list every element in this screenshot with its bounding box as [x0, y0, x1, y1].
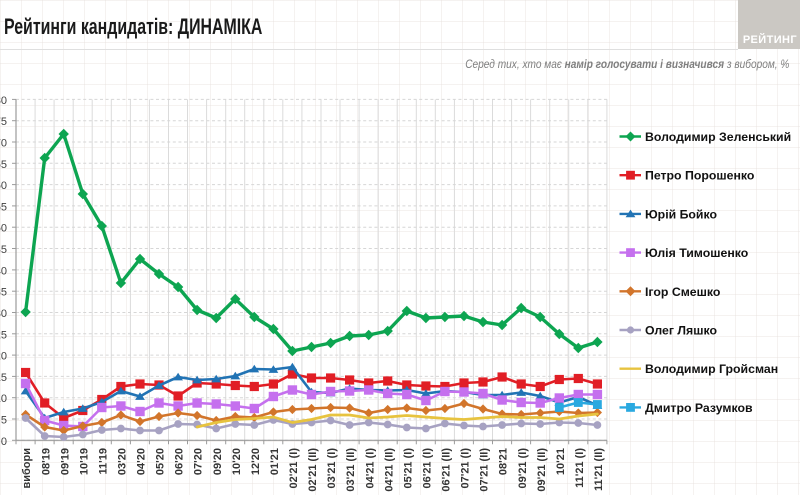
svg-text:11'21 (І): 11'21 (І)	[574, 448, 586, 488]
svg-text:20: 20	[0, 351, 7, 363]
svg-text:06'21 (ІІ): 06'21 (ІІ)	[441, 448, 453, 492]
svg-text:35: 35	[0, 287, 7, 299]
svg-text:Володимир Гройсман: Володимир Гройсман	[645, 362, 778, 376]
svg-text:03'21 (ІІ): 03'21 (ІІ)	[345, 448, 357, 492]
svg-text:65: 65	[0, 159, 7, 171]
svg-text:5: 5	[1, 415, 7, 427]
svg-text:40: 40	[0, 265, 7, 277]
svg-text:04'20: 04'20	[136, 448, 148, 475]
svg-text:12'20: 12'20	[250, 448, 262, 475]
svg-text:06'20: 06'20	[174, 448, 186, 475]
svg-text:02'21 (ІІ): 02'21 (ІІ)	[307, 448, 319, 492]
svg-text:75: 75	[0, 116, 7, 128]
svg-text:08'19: 08'19	[40, 448, 52, 475]
svg-text:06'21 (І): 06'21 (І)	[422, 448, 434, 489]
svg-text:10'19: 10'19	[78, 448, 90, 475]
svg-text:45: 45	[0, 244, 7, 256]
svg-text:Дмитро Разумков: Дмитро Разумков	[645, 401, 753, 415]
svg-text:Ігор Смешко: Ігор Смешко	[645, 285, 721, 299]
svg-text:15: 15	[0, 372, 7, 384]
svg-text:11'19: 11'19	[97, 448, 109, 474]
svg-text:80: 80	[0, 95, 7, 107]
svg-text:Юрій Бойко: Юрій Бойко	[645, 207, 717, 221]
svg-text:0: 0	[1, 436, 7, 448]
svg-text:07'20: 07'20	[193, 448, 205, 475]
svg-text:03'20: 03'20	[117, 448, 129, 475]
svg-text:02'21 (І): 02'21 (І)	[288, 448, 300, 489]
svg-text:08'21: 08'21	[498, 448, 510, 475]
svg-text:10'21: 10'21	[555, 448, 567, 475]
svg-text:09'19: 09'19	[59, 448, 71, 475]
svg-text:50: 50	[0, 223, 7, 235]
svg-text:09'21 (ІІ): 09'21 (ІІ)	[536, 448, 548, 492]
svg-text:25: 25	[0, 329, 7, 341]
svg-text:Володимир Зеленський: Володимир Зеленський	[645, 130, 791, 144]
svg-text:05'20: 05'20	[155, 448, 167, 475]
svg-text:01'21: 01'21	[269, 448, 281, 475]
svg-text:10'20: 10'20	[231, 448, 243, 475]
svg-text:70: 70	[0, 138, 7, 150]
svg-text:05'21 (І): 05'21 (І)	[402, 448, 414, 489]
svg-text:30: 30	[0, 308, 7, 320]
svg-text:вибори: вибори	[21, 448, 33, 489]
svg-text:10: 10	[0, 393, 7, 405]
svg-text:07'21 (І): 07'21 (І)	[460, 448, 472, 489]
svg-text:Юлія Тимошенко: Юлія Тимошенко	[645, 246, 749, 260]
svg-text:03'21 (І): 03'21 (І)	[326, 448, 338, 489]
svg-text:Олег Ляшко: Олег Ляшко	[645, 324, 717, 338]
svg-text:60: 60	[0, 180, 7, 192]
svg-text:11'21 (ІІ): 11'21 (ІІ)	[593, 448, 605, 491]
svg-text:07'21 (ІІ): 07'21 (ІІ)	[479, 448, 491, 492]
svg-text:04'21 (І): 04'21 (І)	[364, 448, 376, 489]
svg-text:09'20: 09'20	[212, 448, 224, 475]
svg-text:55: 55	[0, 201, 7, 213]
svg-text:Петро Порошенко: Петро Порошенко	[645, 169, 755, 183]
svg-text:04'21 (ІІ): 04'21 (ІІ)	[383, 448, 395, 492]
svg-text:09'21 (І): 09'21 (І)	[517, 448, 529, 489]
